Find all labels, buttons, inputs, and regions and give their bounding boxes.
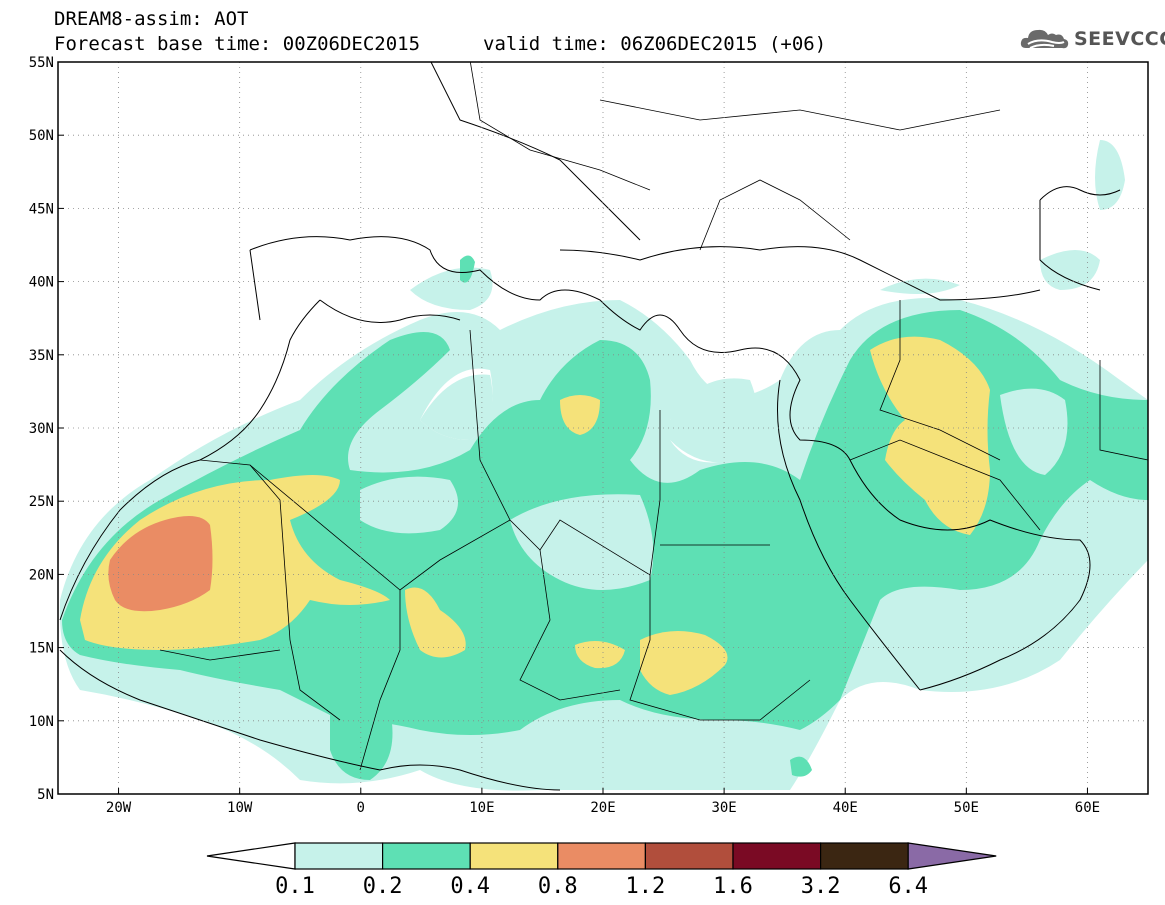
aot-field <box>59 140 1148 791</box>
longitude-labels: 20W 10W 0 10E 20E 30E 40E 50E 60E <box>106 800 1100 816</box>
lat-label: 10N <box>29 714 54 730</box>
seevccc-logo: SEEVCCC <box>1018 24 1165 56</box>
lat-label: 35N <box>29 348 54 364</box>
colorbar-swatch <box>382 842 471 870</box>
lon-label: 10W <box>227 800 253 816</box>
aot-level-0.1-inner <box>360 374 1068 590</box>
colorbar-label: 0.1 <box>275 874 315 899</box>
colorbar-swatch <box>732 842 822 870</box>
lon-label: 20W <box>106 800 132 816</box>
cloud-icon <box>1020 29 1069 49</box>
lat-label: 15N <box>29 641 54 657</box>
colorbar-label: 1.6 <box>713 874 753 899</box>
lat-label: 45N <box>29 201 54 217</box>
colorbar-swatch <box>294 842 384 870</box>
aot-level-0.8 <box>108 516 213 612</box>
lon-label: 10E <box>469 800 494 816</box>
colorbar: 0.1 0.2 0.4 0.8 1.2 1.6 3.2 6.4 <box>206 842 997 899</box>
colorbar-label: 6.4 <box>888 874 928 899</box>
map-title: DREAM8-assim: AOT <box>54 8 249 30</box>
colorbar-label: 0.4 <box>450 874 490 899</box>
colorbar-label: 3.2 <box>801 874 841 899</box>
colorbar-arrow-high <box>907 842 997 870</box>
tick-marks <box>58 61 1088 795</box>
gridlines <box>58 62 1148 794</box>
colorbar-swatch <box>819 842 909 870</box>
coastlines <box>59 62 1121 791</box>
lon-label: 30E <box>711 800 736 816</box>
lon-label: 0 <box>357 800 365 816</box>
colorbar-swatch <box>469 842 559 870</box>
lon-label: 60E <box>1075 800 1100 816</box>
aot-map: 55N 50N 45N 40N 35N 30N 25N 20N 15N 10N 5N 20W 10W 0… <box>29 55 1149 816</box>
colorbar-label: 0.2 <box>363 874 403 899</box>
lon-label: 50E <box>954 800 979 816</box>
colorbar-swatch <box>644 842 734 870</box>
colorbar-label: 1.2 <box>626 874 666 899</box>
lat-label: 40N <box>29 275 54 291</box>
forecast-base-time: Forecast base time: 00Z06DEC2015 <box>54 33 421 55</box>
lat-label: 20N <box>29 567 54 583</box>
latitude-labels: 55N 50N 45N 40N 35N 30N 25N 20N 15N 10N 5N <box>29 55 54 803</box>
lat-label: 5N <box>37 787 54 803</box>
colorbar-label: 0.8 <box>538 874 578 899</box>
lat-label: 50N <box>29 128 54 144</box>
colorbar-swatch <box>557 842 646 870</box>
colorbar-arrow-low <box>206 842 296 870</box>
valid-time: valid time: 06Z06DEC2015 (+06) <box>483 33 827 55</box>
lat-label: 55N <box>29 55 54 71</box>
lat-label: 30N <box>29 421 54 437</box>
logo-text: SEEVCCC <box>1074 28 1165 50</box>
country-borders <box>159 62 1148 771</box>
lon-label: 40E <box>833 800 858 816</box>
lon-label: 20E <box>590 800 615 816</box>
lat-label: 25N <box>29 494 54 510</box>
